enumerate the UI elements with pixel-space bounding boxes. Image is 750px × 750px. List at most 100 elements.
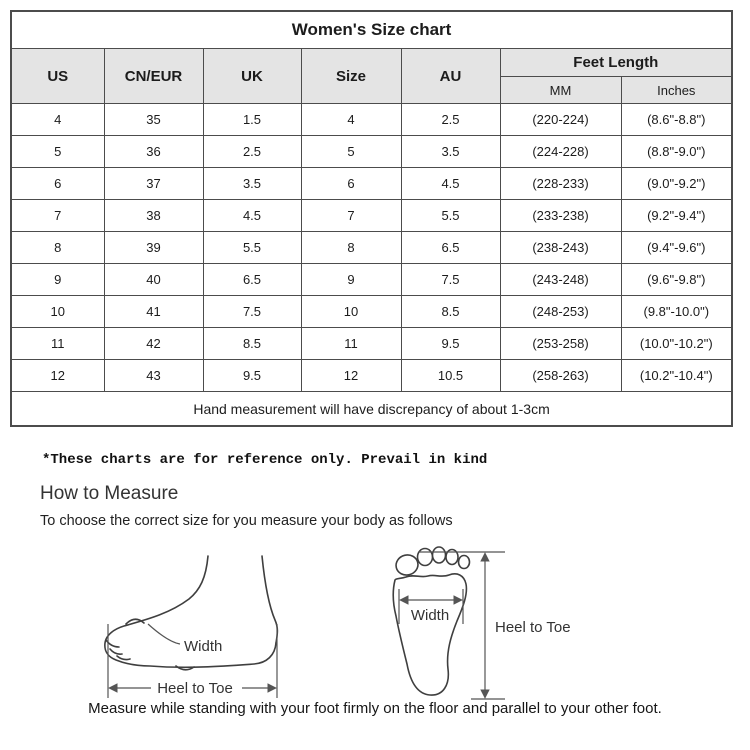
table-row: 10 41 7.5 10 8.5 (248-253) (9.8"-10.0") — [10, 295, 733, 328]
reference-note: *These charts are for reference only. Pr… — [42, 452, 488, 468]
foot-side-view-figure: Width Heel to Toe — [104, 555, 279, 698]
table-cell: 4 — [300, 103, 402, 136]
table-cell: 36 — [103, 135, 204, 168]
width-tick-lines — [398, 589, 464, 624]
table-cell: (243-248) — [499, 263, 622, 296]
table-cell: 6 — [300, 167, 402, 200]
table-cell: 40 — [103, 263, 204, 296]
table-cell: 1.5 — [202, 103, 302, 136]
table-cell: (9.0"-9.2") — [620, 167, 733, 200]
table-cell: 43 — [103, 359, 204, 392]
table-row: 7 38 4.5 7 5.5 (233-238) (9.2"-9.4") — [10, 199, 733, 232]
table-cell: 9.5 — [202, 359, 302, 392]
dimension-extension-lines — [107, 624, 278, 698]
table-cell: (248-253) — [499, 295, 622, 328]
col-header-au: AU — [400, 48, 501, 104]
measure-instruction-caption: Measure while standing with your foot fi… — [88, 700, 662, 717]
table-cell: (233-238) — [499, 199, 622, 232]
table-title: Women's Size chart — [10, 10, 733, 49]
foot-side-outline — [104, 555, 277, 669]
table-header-row: US CN/EUR UK Size AU Feet Length — [10, 48, 733, 104]
table-cell: 38 — [103, 199, 204, 232]
table-cell: 8 — [300, 231, 402, 264]
table-row: 5 36 2.5 5 3.5 (224-228) (8.8"-9.0") — [10, 135, 733, 168]
table-cell: 2.5 — [202, 135, 302, 168]
table-subheader-row: MM Inches — [11, 76, 733, 104]
table-cell: (8.8"-9.0") — [620, 135, 733, 168]
table-cell: 5.5 — [202, 231, 302, 264]
table-cell: 10 — [10, 295, 105, 328]
col-header-cneur: CN/EUR — [103, 48, 204, 104]
col-header-us: US — [10, 48, 105, 104]
table-row: 11 42 8.5 11 9.5 (253-258) (10.0"-10.2") — [10, 327, 733, 360]
table-cell: 9 — [10, 263, 105, 296]
table-cell: (9.4"-9.6") — [620, 231, 733, 264]
table-cell: (224-228) — [499, 135, 622, 168]
table-cell: (238-243) — [499, 231, 622, 264]
table-cell: 8.5 — [202, 327, 302, 360]
table-cell: 4.5 — [202, 199, 302, 232]
heel-to-toe-tick-lines — [419, 551, 505, 700]
table-cell: 9.5 — [400, 327, 501, 360]
table-cell: 12 — [300, 359, 402, 392]
table-cell: 5.5 — [400, 199, 501, 232]
table-cell: 7 — [300, 199, 402, 232]
table-cell: 37 — [103, 167, 204, 200]
width-label: Width — [184, 638, 222, 655]
heel-to-toe-label: Heel to Toe — [157, 680, 233, 697]
table-cell: 42 — [103, 327, 204, 360]
col-header-mm: MM — [499, 76, 622, 104]
foot-sole-outline — [392, 573, 468, 696]
table-cell: 39 — [103, 231, 204, 264]
foot-sole-view-figure: Width Heel to Toe — [392, 546, 571, 700]
col-header-size: Size — [300, 48, 402, 104]
table-cell: 35 — [103, 103, 204, 136]
table-row: 9 40 6.5 9 7.5 (243-248) (9.6"-9.8") — [10, 263, 733, 296]
col-header-inches: Inches — [620, 76, 733, 104]
table-cell: 3.5 — [202, 167, 302, 200]
foot-sole-toes — [395, 546, 471, 576]
table-footer-note: Hand measurement will have discrepancy o… — [10, 391, 733, 427]
table-cell: 3.5 — [400, 135, 501, 168]
table-cell: 41 — [103, 295, 204, 328]
table-cell: 2.5 — [400, 103, 501, 136]
table-cell: 5 — [10, 135, 105, 168]
how-to-measure-subtitle: To choose the correct size for you measu… — [40, 513, 453, 529]
how-to-measure-title: How to Measure — [40, 483, 179, 504]
table-cell: (9.8"-10.0") — [620, 295, 733, 328]
table-cell: 11 — [10, 327, 105, 360]
table-cell: (10.0"-10.2") — [620, 327, 733, 360]
table-cell: (8.6"-8.8") — [620, 103, 733, 136]
table-cell: 10.5 — [400, 359, 501, 392]
table-cell: 6.5 — [202, 263, 302, 296]
table-cell: (258-263) — [499, 359, 622, 392]
table-title-row: Women's Size chart — [10, 10, 733, 49]
foot-side-leg-back — [261, 555, 279, 644]
table-cell: 7.5 — [400, 263, 501, 296]
table-cell: 10 — [300, 295, 402, 328]
table-cell: 8 — [10, 231, 105, 264]
table-cell: 11 — [300, 327, 402, 360]
table-cell: 5 — [300, 135, 402, 168]
table-footer-row: Hand measurement will have discrepancy o… — [10, 391, 733, 427]
table-row: 6 37 3.5 6 4.5 (228-233) (9.0"-9.2") — [10, 167, 733, 200]
table-cell: 9 — [300, 263, 402, 296]
table-cell: 12 — [10, 359, 105, 392]
table-cell: (9.6"-9.8") — [620, 263, 733, 296]
table-cell: (253-258) — [499, 327, 622, 360]
table-row: 8 39 5.5 8 6.5 (238-243) (9.4"-9.6") — [10, 231, 733, 264]
width-label: Width — [411, 607, 449, 624]
size-chart-table: Women's Size chart US CN/EUR UK Size AU … — [10, 10, 734, 427]
table-cell: (228-233) — [499, 167, 622, 200]
heel-to-toe-label: Heel to Toe — [495, 619, 571, 636]
table-cell: 8.5 — [400, 295, 501, 328]
col-header-feet-length: Feet Length — [499, 48, 733, 77]
foot-side-toe-lines — [105, 618, 195, 671]
width-pointer-line — [147, 623, 181, 645]
table-row: 4 35 1.5 4 2.5 (220-224) (8.6"-8.8") — [10, 103, 733, 136]
table-cell: 4.5 — [400, 167, 501, 200]
table-cell: (220-224) — [499, 103, 622, 136]
table-cell: 7.5 — [202, 295, 302, 328]
table-cell: 6.5 — [400, 231, 501, 264]
